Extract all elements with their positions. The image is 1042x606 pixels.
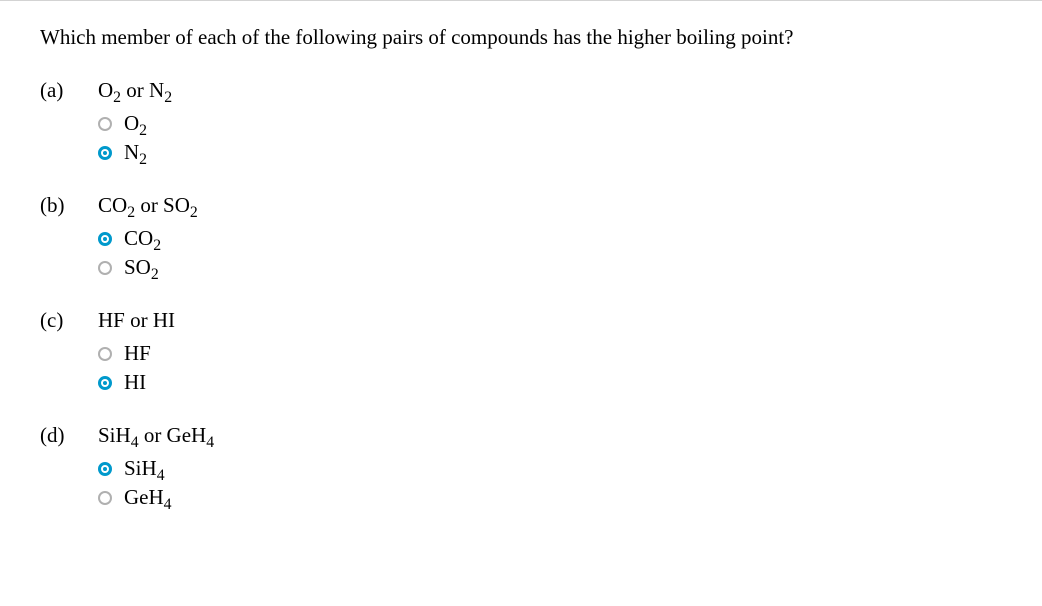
options-group: HF HI [40, 341, 1002, 395]
option-label: HF [124, 341, 151, 366]
question-part: (b)CO2 or SO2CO2SO2 [40, 193, 1002, 280]
radio-button[interactable] [98, 146, 112, 160]
parts-list: (a)O2 or N2O2N2(b)CO2 or SO2CO2SO2(c)HF … [40, 78, 1002, 510]
option-label: GeH4 [124, 485, 172, 510]
part-heading: (d)SiH4 or GeH4 [40, 423, 1002, 448]
part-question: SiH4 or GeH4 [98, 423, 214, 448]
part-heading: (a)O2 or N2 [40, 78, 1002, 103]
radio-button[interactable] [98, 232, 112, 246]
radio-button[interactable] [98, 117, 112, 131]
options-group: CO2SO2 [40, 226, 1002, 280]
radio-button[interactable] [98, 261, 112, 275]
option-label: N2 [124, 140, 147, 165]
options-group: SiH4 GeH4 [40, 456, 1002, 510]
option-row[interactable]: GeH4 [98, 485, 1002, 510]
option-label: CO2 [124, 226, 161, 251]
part-label: (c) [40, 308, 98, 333]
question-container: Which member of each of the following pa… [0, 0, 1042, 562]
question-part: (c)HF or HI HF HI [40, 308, 1002, 395]
options-group: O2N2 [40, 111, 1002, 165]
part-heading: (c)HF or HI [40, 308, 1002, 333]
option-label: O2 [124, 111, 147, 136]
option-row[interactable]: O2 [98, 111, 1002, 136]
part-label: (b) [40, 193, 98, 218]
radio-button[interactable] [98, 347, 112, 361]
option-row[interactable]: CO2 [98, 226, 1002, 251]
radio-button[interactable] [98, 462, 112, 476]
part-question: CO2 or SO2 [98, 193, 198, 218]
question-prompt: Which member of each of the following pa… [40, 25, 1002, 50]
option-row[interactable]: N2 [98, 140, 1002, 165]
option-row[interactable]: SO2 [98, 255, 1002, 280]
question-part: (a)O2 or N2O2N2 [40, 78, 1002, 165]
part-question: HF or HI [98, 308, 175, 333]
option-row[interactable]: HF [98, 341, 1002, 366]
radio-button[interactable] [98, 491, 112, 505]
option-label: HI [124, 370, 146, 395]
option-row[interactable]: SiH4 [98, 456, 1002, 481]
part-heading: (b)CO2 or SO2 [40, 193, 1002, 218]
option-label: SiH4 [124, 456, 165, 481]
option-row[interactable]: HI [98, 370, 1002, 395]
part-label: (a) [40, 78, 98, 103]
question-part: (d)SiH4 or GeH4 SiH4 GeH4 [40, 423, 1002, 510]
part-question: O2 or N2 [98, 78, 172, 103]
part-label: (d) [40, 423, 98, 448]
option-label: SO2 [124, 255, 159, 280]
radio-button[interactable] [98, 376, 112, 390]
